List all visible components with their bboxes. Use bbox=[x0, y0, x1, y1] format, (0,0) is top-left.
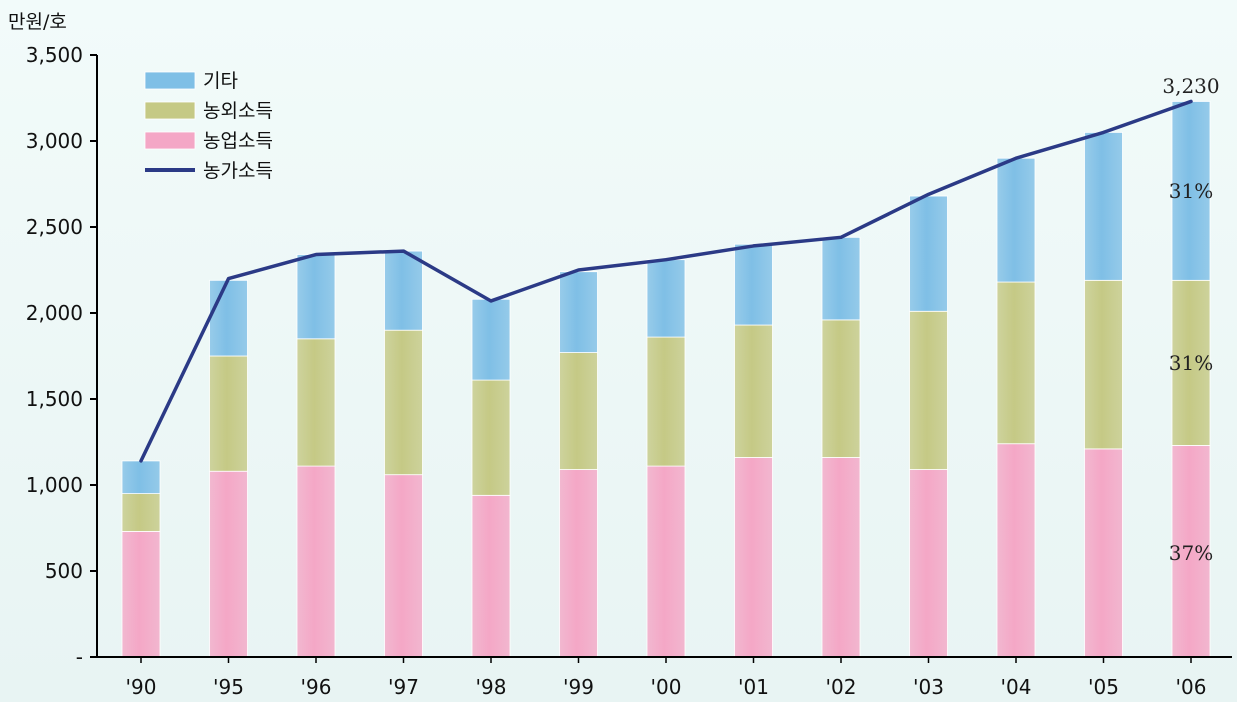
x-tick-label: '90 bbox=[126, 675, 157, 699]
bar-segment bbox=[296, 465, 336, 658]
bar-segment bbox=[821, 319, 861, 458]
bar-segment bbox=[646, 259, 686, 338]
bar-segment bbox=[996, 443, 1036, 658]
bar-segment bbox=[734, 324, 773, 458]
bar-segment bbox=[734, 243, 773, 326]
bar-segment bbox=[559, 352, 598, 470]
line-point bbox=[489, 299, 493, 303]
bar-segment bbox=[909, 469, 948, 658]
legend-label: 농외소득 bbox=[203, 100, 273, 122]
legend-label: 농업소득 bbox=[203, 130, 273, 152]
bar-segment bbox=[471, 298, 511, 381]
x-tick-label: '97 bbox=[388, 675, 419, 699]
bar-segment bbox=[559, 469, 598, 658]
bar-segment bbox=[384, 250, 423, 331]
axes-layer: - 500 1,000 1,500 2,000 2,500 3,000 3,500 '90 '95… bbox=[26, 43, 1232, 699]
line-point bbox=[1102, 130, 1105, 134]
bar-segment bbox=[296, 254, 336, 340]
bar-segment bbox=[1171, 445, 1211, 658]
line-point bbox=[577, 268, 580, 272]
y-tick-label: - bbox=[76, 645, 83, 669]
y-tick-label: 1,500 bbox=[26, 387, 83, 411]
bar-segment bbox=[646, 336, 686, 467]
bar-segment bbox=[209, 355, 248, 472]
line-point bbox=[752, 244, 755, 248]
legend-swatch bbox=[144, 101, 196, 120]
bar-segment bbox=[646, 465, 686, 658]
bar-segment bbox=[121, 460, 161, 495]
bar-segment bbox=[471, 494, 511, 658]
bar-segment bbox=[821, 236, 861, 321]
bar-segment bbox=[1171, 279, 1211, 446]
bar-segment bbox=[296, 338, 336, 467]
legend-swatch bbox=[144, 71, 196, 90]
bar-segment bbox=[121, 531, 161, 658]
bars-layer bbox=[121, 101, 1211, 658]
bar-segment bbox=[209, 470, 248, 658]
line-point bbox=[927, 192, 930, 196]
y-tick-label: 3,000 bbox=[26, 129, 83, 153]
x-tick-label: '96 bbox=[301, 675, 332, 699]
bar-segment bbox=[1084, 131, 1123, 281]
line-point bbox=[227, 277, 230, 281]
x-tick-label: '02 bbox=[826, 675, 857, 699]
bar-segment bbox=[909, 310, 948, 470]
line-point bbox=[664, 258, 668, 262]
bar-segment bbox=[1084, 448, 1123, 658]
bar-segment bbox=[1084, 279, 1123, 450]
bar-segment bbox=[996, 157, 1036, 283]
x-tick-label: '03 bbox=[913, 675, 944, 699]
legend-swatch bbox=[144, 131, 196, 150]
x-tick-label: '06 bbox=[1176, 675, 1207, 699]
y-tick-label: 2,000 bbox=[26, 301, 83, 325]
y-tick-label: 500 bbox=[45, 559, 83, 583]
bar-segment bbox=[559, 271, 598, 353]
line-point bbox=[139, 459, 143, 463]
bar-segment bbox=[909, 195, 948, 312]
bar-segment bbox=[209, 279, 248, 357]
bar-segment bbox=[471, 379, 511, 496]
bar-segment bbox=[734, 457, 773, 658]
y-axis-unit-label: 만원/호 bbox=[8, 11, 67, 33]
legend-label: 기타 bbox=[203, 70, 238, 92]
y-tick-label: 1,000 bbox=[26, 473, 83, 497]
x-tick-label: '01 bbox=[738, 675, 769, 699]
y-tick-label: 2,500 bbox=[26, 215, 83, 239]
y-tick-label: 3,500 bbox=[26, 43, 83, 67]
data-annotation: 3,230 bbox=[1162, 74, 1219, 98]
data-annotation: 37% bbox=[1169, 541, 1213, 565]
line-point bbox=[839, 235, 843, 239]
bar-segment bbox=[384, 474, 423, 658]
annotations-layer: 3,230 31% 31% 37% bbox=[1162, 74, 1219, 565]
data-annotation: 31% bbox=[1169, 351, 1213, 375]
bar-segment bbox=[821, 457, 861, 658]
bar-segment bbox=[384, 329, 423, 476]
x-tick-label: '05 bbox=[1088, 675, 1119, 699]
x-tick-label: '98 bbox=[476, 675, 507, 699]
bar-segment bbox=[996, 281, 1036, 445]
legend-label: 농가소득 bbox=[203, 160, 273, 182]
line-point bbox=[1189, 99, 1193, 103]
x-tick-label: '04 bbox=[1001, 675, 1032, 699]
line-point bbox=[402, 249, 405, 253]
bar-segment bbox=[121, 493, 161, 532]
line-layer bbox=[139, 99, 1193, 463]
x-tick-label: '95 bbox=[213, 675, 244, 699]
x-tick-label: '00 bbox=[651, 675, 682, 699]
x-tick-label: '99 bbox=[563, 675, 594, 699]
data-annotation: 31% bbox=[1169, 179, 1213, 203]
line-point bbox=[1014, 156, 1018, 160]
line-point bbox=[314, 253, 318, 257]
